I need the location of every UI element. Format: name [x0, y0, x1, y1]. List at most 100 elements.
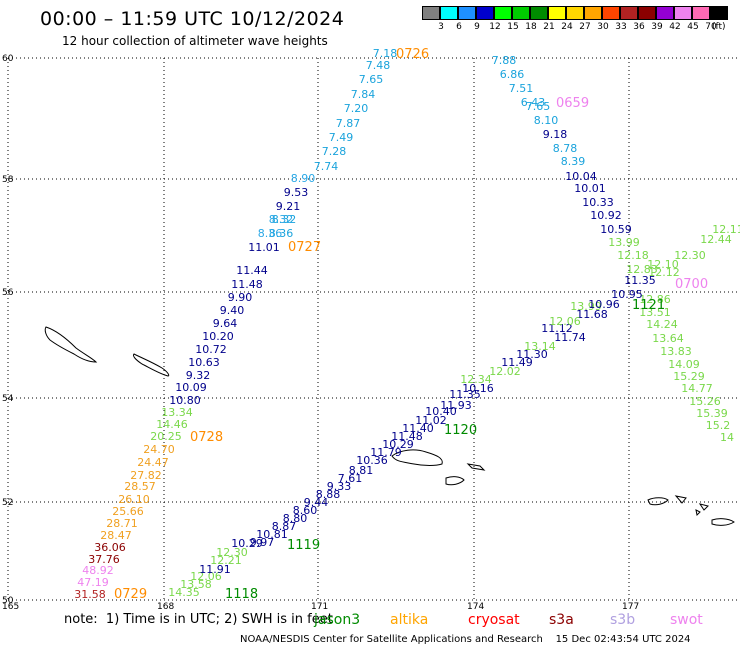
swh-value: 6.43: [521, 96, 546, 109]
satellite-name: cryosat: [468, 612, 520, 628]
time-label: 1120: [444, 423, 477, 438]
legend-swatch: [620, 6, 638, 20]
swh-value: 11.74: [554, 331, 586, 344]
satellite-name: swot: [670, 612, 703, 628]
legend-unit: (ft): [712, 22, 726, 32]
swh-value: 7.61: [338, 472, 363, 485]
altimeter-tracks: 7.187.487.657.847.207.877.497.287.748.36…: [74, 47, 740, 601]
swh-value: 10.72: [195, 343, 227, 356]
swh-value: 9.90: [228, 291, 253, 304]
swh-value: 9.64: [213, 317, 238, 330]
swh-value: 12.83: [626, 263, 658, 276]
swh-value: 7.48: [366, 59, 391, 72]
swh-value: 7.51: [509, 82, 534, 95]
swh-value: 20.25: [150, 430, 182, 443]
swh-value: 14.24: [646, 318, 678, 331]
satellite-name: jason3: [314, 612, 361, 628]
note-text: note: 1) Time is in UTC; 2) SWH is in fe…: [64, 612, 333, 627]
time-labels: 0726 0727 0728 0729 0659 0700 1121 1120 1119 1118: [114, 47, 708, 602]
swh-value: 10.36: [356, 454, 388, 467]
swh-value: 9.18: [543, 128, 568, 141]
legend-swatch: [530, 6, 548, 20]
swh-value: 37.76: [88, 553, 120, 566]
legend-label: 30: [597, 22, 609, 32]
swh-value: 27.82: [130, 469, 162, 482]
longitude-label: 168: [157, 602, 174, 612]
swh-value: 7.49: [329, 131, 354, 144]
island-center-dot: [466, 463, 486, 471]
swh-value: 8.36: [269, 227, 294, 240]
swh-value: 12.18: [617, 249, 649, 262]
swh-value: 12.06: [549, 315, 581, 328]
swh-value: 13.51: [639, 306, 671, 319]
swh-value: 10.04: [565, 170, 597, 183]
swh-value: 36.06: [94, 541, 126, 554]
swh-value: 9.40: [220, 304, 245, 317]
swh-value: 8.78: [553, 142, 578, 155]
swh-value: 9.44: [304, 496, 329, 509]
time-label: 1121: [632, 298, 665, 313]
legend-label: 15: [507, 22, 519, 32]
legend-label: 24: [561, 22, 573, 32]
island-east-2: [698, 503, 709, 511]
swh-value: 10.63: [188, 356, 220, 369]
legend-swatch: [476, 6, 494, 20]
island-west: [44, 326, 98, 363]
swh-value: 24.47: [137, 456, 169, 469]
island-east-3: [711, 518, 735, 526]
longitude-label: 165: [2, 602, 19, 612]
swh-value: 14.77: [681, 382, 713, 395]
swh-value: 12.44: [700, 233, 732, 246]
swh-value: 15.2: [706, 419, 731, 432]
satellite-name: altika: [390, 612, 429, 628]
swh-value: 13.83: [660, 345, 692, 358]
swh-value: 7.87: [336, 117, 361, 130]
legend-label: 3: [438, 22, 444, 32]
swh-value: 8.87: [272, 520, 297, 533]
satellite-name: s3a: [549, 612, 574, 628]
swh-value: 7.84: [351, 88, 376, 101]
legend-label: 45: [687, 22, 699, 32]
legend-swatch: [422, 6, 440, 20]
swh-value: 10.20: [202, 330, 234, 343]
swh-value: 8.80: [283, 512, 308, 525]
swh-value: 9.21: [276, 200, 301, 213]
legend-label: 6: [456, 22, 462, 32]
swh-value: 12.21: [210, 554, 242, 567]
swh-value: 13.14: [524, 340, 556, 353]
island-east: [647, 497, 669, 506]
swh-value: 12.12: [648, 266, 680, 279]
swh-value: 11.48: [231, 278, 263, 291]
swh-value: 11.49: [501, 356, 533, 369]
swh-value: 11.01: [248, 241, 280, 254]
swh-value: 11.79: [370, 446, 402, 459]
swh-value: 7.74: [314, 160, 339, 173]
island-center-small: [445, 476, 465, 486]
legend-label: 21: [543, 22, 555, 32]
map-subtitle: 12 hour collection of altimeter wave hei…: [62, 34, 328, 48]
legend-swatch: [656, 6, 674, 20]
swh-value: 8.88: [316, 488, 341, 501]
swh-value: 10.09: [175, 381, 207, 394]
swh-value: 11.91: [199, 563, 231, 576]
lat-lon-grid: 605856545250165168171174177: [2, 54, 740, 612]
swh-value: 10.95: [611, 288, 643, 301]
island-east-4: [695, 509, 701, 517]
legend-swatch: [638, 6, 656, 20]
swh-value: 31.58: [74, 588, 106, 601]
swh-value: 25.66: [112, 505, 144, 518]
map-title: 00:00 – 11:59 UTC 10/12/2024: [40, 8, 345, 30]
swh-value: 15.26: [689, 395, 721, 408]
swh-value: 14.35: [168, 586, 200, 599]
swh-value: 8.36: [258, 227, 283, 240]
swh-value: 11.48: [391, 430, 423, 443]
legend-swatch: [440, 6, 458, 20]
swh-value: 28.71: [106, 517, 138, 530]
swh-value: 10.29: [231, 537, 263, 550]
latitude-label: 50: [2, 596, 14, 606]
swh-value: 7.65: [359, 73, 384, 86]
swh-value: 10.33: [582, 196, 614, 209]
swh-value: 11.12: [541, 322, 573, 335]
swh-value: 7.20: [344, 102, 369, 115]
time-label: 0659: [556, 96, 589, 111]
